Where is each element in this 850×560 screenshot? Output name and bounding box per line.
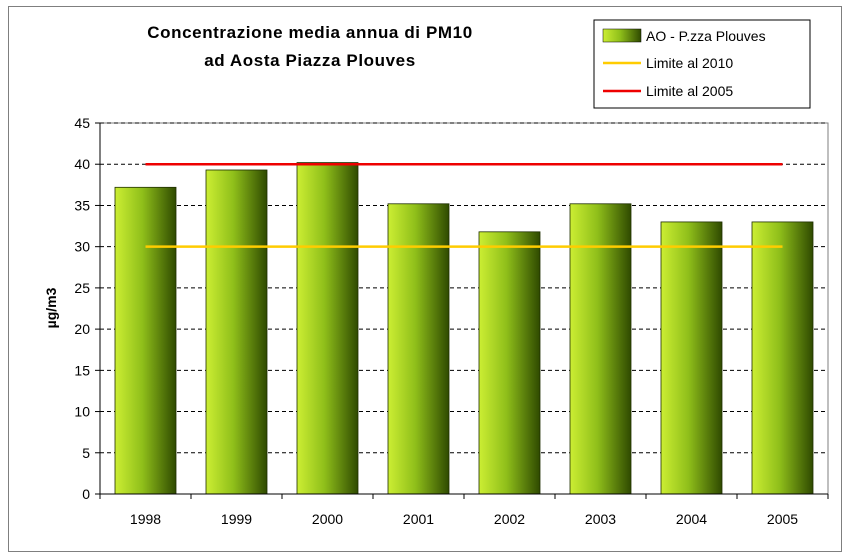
y-axis: 0 5 10 15 20 25 30 35 40 45 bbox=[74, 115, 101, 502]
y-tick-label: 20 bbox=[74, 321, 90, 337]
chart-title-line-1: Concentrazione media annua di PM10 bbox=[147, 23, 473, 42]
y-tick-label: 45 bbox=[74, 115, 90, 131]
legend-swatch-bars bbox=[602, 28, 642, 43]
y-tick-label: 25 bbox=[74, 280, 90, 296]
bar-2000 bbox=[296, 162, 359, 495]
legend-label-bars: AO - P.zza Plouves bbox=[646, 28, 766, 44]
y-axis-title: µg/m3 bbox=[43, 287, 59, 328]
y-tick-label: 40 bbox=[74, 156, 90, 172]
x-tick-label: 2005 bbox=[767, 511, 798, 527]
legend: AO - P.zza Plouves Limite al 2010 Limite… bbox=[593, 19, 811, 109]
x-tick-label: 2001 bbox=[403, 511, 434, 527]
x-tick-label: 1998 bbox=[130, 511, 161, 527]
x-axis: 1998 1999 2000 2001 2002 2003 2004 2005 bbox=[99, 493, 829, 527]
bar-1998 bbox=[114, 186, 177, 495]
y-tick-label: 15 bbox=[74, 362, 90, 378]
x-tick-label: 2004 bbox=[676, 511, 707, 527]
limit-lines bbox=[145, 162, 783, 248]
legend-label-limit-2010: Limite al 2010 bbox=[646, 55, 733, 71]
bar-2004 bbox=[660, 221, 723, 495]
y-tick-label: 30 bbox=[74, 239, 90, 255]
bar-1999 bbox=[205, 169, 268, 495]
x-tick-label: 2000 bbox=[312, 511, 343, 527]
y-tick-label: 0 bbox=[82, 486, 90, 502]
legend-label-limit-2005: Limite al 2005 bbox=[646, 83, 733, 99]
bar-2002 bbox=[478, 231, 541, 495]
bar-2005 bbox=[751, 221, 814, 495]
chart-title-line-2: ad Aosta Piazza Plouves bbox=[204, 51, 416, 70]
bar-2001 bbox=[387, 203, 450, 495]
x-tick-label: 2003 bbox=[585, 511, 616, 527]
y-tick-label: 35 bbox=[74, 197, 90, 213]
y-tick-label: 10 bbox=[74, 404, 90, 420]
x-tick-label: 1999 bbox=[221, 511, 252, 527]
x-tick-label: 2002 bbox=[494, 511, 525, 527]
bars bbox=[114, 162, 814, 495]
y-tick-label: 5 bbox=[82, 445, 90, 461]
